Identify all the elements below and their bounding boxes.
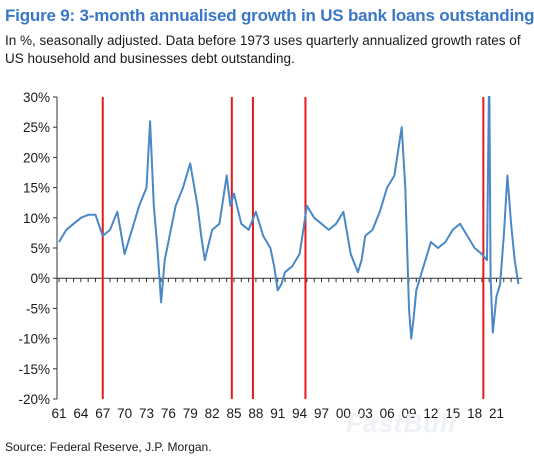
- x-tick-label: 85: [226, 406, 241, 421]
- chart-svg: 30% 25% 20% 15% 10% 5% 0% -5% -10% -15% -20%61 64 67…: [18, 90, 522, 421]
- y-tick-label: -10%: [18, 332, 50, 347]
- x-tick-label: 18: [467, 406, 482, 421]
- chart-title: Figure 9: 3-month annualised growth in U…: [5, 6, 534, 25]
- source-note: Source: Federal Reserve, J.P. Morgan.: [5, 440, 212, 454]
- y-tick-label: -20%: [18, 392, 50, 407]
- plot-area: 30% 25% 20% 15% 10% 5% 0% -5% -10% -15% -20%61 64 67…: [18, 90, 522, 421]
- x-tick-label: 94: [292, 406, 308, 421]
- y-tick-label: 10%: [23, 211, 50, 226]
- x-tick-label: 79: [183, 406, 198, 421]
- x-tick-label: 67: [95, 406, 110, 421]
- x-tick-label: 82: [205, 406, 220, 421]
- y-tick-label: -15%: [18, 362, 50, 377]
- y-tick-label: 25%: [23, 120, 50, 135]
- y-tick-label: 0%: [30, 271, 50, 286]
- x-tick-label: 70: [117, 406, 132, 421]
- x-tick-label: 88: [248, 406, 263, 421]
- x-tick-label: 09: [401, 406, 416, 421]
- y-tick-label: -5%: [26, 301, 50, 316]
- x-tick-label: 76: [161, 406, 176, 421]
- chart-subtitle: In %, seasonally adjusted. Data before 1…: [5, 33, 521, 66]
- x-tick-label: 21: [489, 406, 504, 421]
- watermark-text: FastBull: [346, 408, 457, 438]
- x-tick-label: 61: [51, 406, 66, 421]
- y-tick-label: 30%: [23, 90, 50, 105]
- x-tick-label: 64: [73, 406, 89, 421]
- x-tick-label: 00: [336, 406, 351, 421]
- x-tick-label: 06: [380, 406, 395, 421]
- series-line: [58, 96, 520, 340]
- y-tick-label: 5%: [30, 241, 50, 256]
- x-tick-label: 15: [445, 406, 460, 421]
- x-tick-label: 73: [139, 406, 154, 421]
- y-tick-label: 15%: [23, 181, 50, 196]
- x-tick-label: 12: [423, 406, 438, 421]
- x-tick-label: 03: [358, 406, 373, 421]
- x-tick-label: 91: [270, 406, 285, 421]
- x-tick-label: 97: [314, 406, 329, 421]
- y-tick-label: 20%: [23, 150, 50, 165]
